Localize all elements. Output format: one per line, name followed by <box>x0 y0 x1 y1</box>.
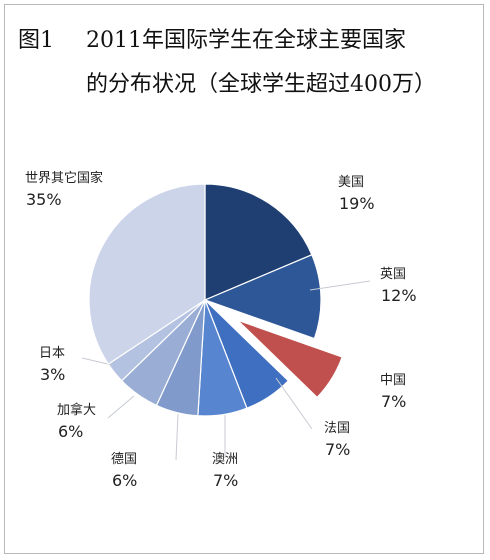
figure-label: 图1 <box>18 28 54 53</box>
leader-line-uk <box>309 280 371 291</box>
slice-value-china: 7% <box>381 392 406 411</box>
slice-value-canada: 6% <box>58 422 83 441</box>
pie-slice-uk <box>203 253 322 340</box>
pie-slice-china <box>232 316 346 401</box>
slice-label-australia: 澳洲 <box>212 451 238 467</box>
slice-value-usa: 19% <box>339 194 375 213</box>
chart-title-line-1: 2011年国际学生在全球主要国家 <box>86 28 406 53</box>
slice-label-china: 中国 <box>380 373 406 388</box>
slice-value-france: 7% <box>325 440 350 459</box>
leader-line-canada <box>107 395 135 419</box>
slice-label-uk: 英国 <box>380 267 406 282</box>
slice-value-australia: 7% <box>213 471 238 490</box>
slice-value-japan: 3% <box>40 365 65 384</box>
slice-label-canada: 加拿大 <box>57 402 96 418</box>
slice-value-rest-of-world: 35% <box>26 190 62 209</box>
slice-label-germany: 德国 <box>111 452 137 467</box>
slice-value-uk: 12% <box>381 286 417 305</box>
leader-line-france <box>275 377 313 430</box>
slice-value-germany: 6% <box>112 471 137 490</box>
leader-line-japan <box>81 357 113 366</box>
slice-label-rest-of-world: 世界其它国家 <box>25 170 103 186</box>
slice-label-japan: 日本 <box>39 346 65 361</box>
leader-line-germany <box>175 413 179 461</box>
slice-label-france: 法国 <box>324 421 350 436</box>
figure-frame <box>4 4 484 554</box>
chart-title-line-2: 的分布状况（全球学生超过400万） <box>86 72 436 97</box>
slice-label-usa: 美国 <box>338 175 364 190</box>
pie-slice-usa <box>204 183 313 301</box>
pie-slice-rest-of-world <box>88 183 206 365</box>
